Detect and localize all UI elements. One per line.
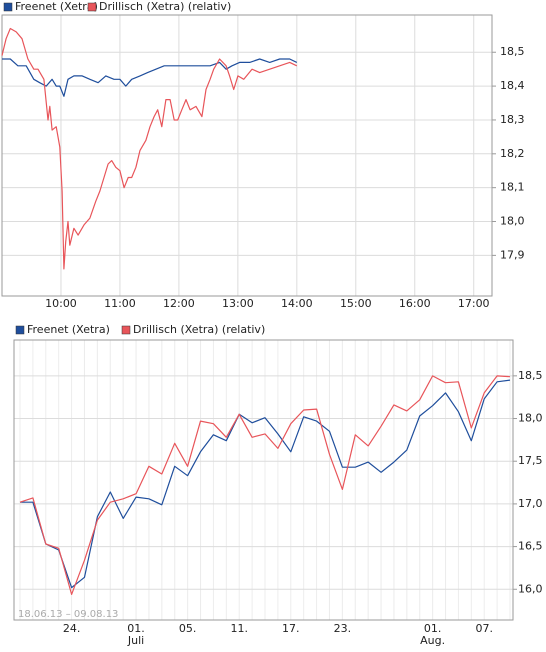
x-tick-label: 05. bbox=[179, 622, 197, 635]
x-tick-label: 01. bbox=[424, 622, 442, 635]
x-tick-label: 23. bbox=[334, 622, 352, 635]
x-tick-label: 01. bbox=[127, 622, 145, 635]
legend-label: Freenet (Xetra) bbox=[27, 323, 110, 336]
y-tick-label: 16,5 bbox=[518, 540, 543, 553]
x-tick-label: 14:00 bbox=[281, 297, 313, 310]
y-tick-label: 18,0 bbox=[500, 215, 525, 228]
x-tick-label: 17. bbox=[282, 622, 300, 635]
legend-swatch bbox=[121, 325, 131, 335]
legend-label: Drillisch (Xetra) (relativ) bbox=[99, 0, 231, 13]
x-tick-label: 13:00 bbox=[222, 297, 254, 310]
x-month-label: Juli bbox=[127, 634, 144, 647]
plot-frame bbox=[13, 339, 514, 621]
series-line bbox=[1, 27, 298, 270]
y-tick-label: 17,5 bbox=[518, 454, 543, 467]
y-tick-label: 16,0 bbox=[518, 582, 543, 595]
x-tick-label: 11. bbox=[230, 622, 248, 635]
legend-swatch bbox=[3, 2, 13, 12]
x-tick-label: 12:00 bbox=[163, 297, 195, 310]
date-range: 18.06.13 – 09.08.13 bbox=[18, 609, 118, 620]
x-month-label: Aug. bbox=[420, 634, 445, 647]
legend-label: Freenet (Xetra) bbox=[15, 0, 98, 13]
series-line bbox=[2, 58, 298, 97]
legend-label: Drillisch (Xetra) (relativ) bbox=[133, 323, 265, 336]
plot-frame bbox=[1, 14, 493, 297]
series-line bbox=[19, 375, 511, 595]
y-tick-label: 17,0 bbox=[518, 497, 543, 510]
x-tick-label: 15:00 bbox=[340, 297, 372, 310]
y-tick-label: 17,9 bbox=[500, 248, 525, 261]
y-tick-label: 18,4 bbox=[500, 79, 525, 92]
x-tick-label: 10:00 bbox=[45, 297, 77, 310]
x-tick-label: 07. bbox=[475, 622, 493, 635]
y-tick-label: 18,3 bbox=[500, 113, 525, 126]
y-tick-label: 18,5 bbox=[518, 369, 543, 382]
x-tick-label: 17:00 bbox=[458, 297, 490, 310]
y-tick-label: 18,0 bbox=[518, 412, 543, 425]
legend-swatch bbox=[87, 2, 97, 12]
x-tick-label: 16:00 bbox=[399, 297, 431, 310]
y-tick-label: 18,1 bbox=[500, 181, 525, 194]
y-tick-label: 18,5 bbox=[500, 45, 525, 58]
x-tick-label: 11:00 bbox=[104, 297, 136, 310]
series-line bbox=[20, 379, 511, 589]
x-tick-label: 24. bbox=[63, 622, 81, 635]
y-tick-label: 18,2 bbox=[500, 147, 525, 160]
legend-swatch bbox=[15, 325, 25, 335]
